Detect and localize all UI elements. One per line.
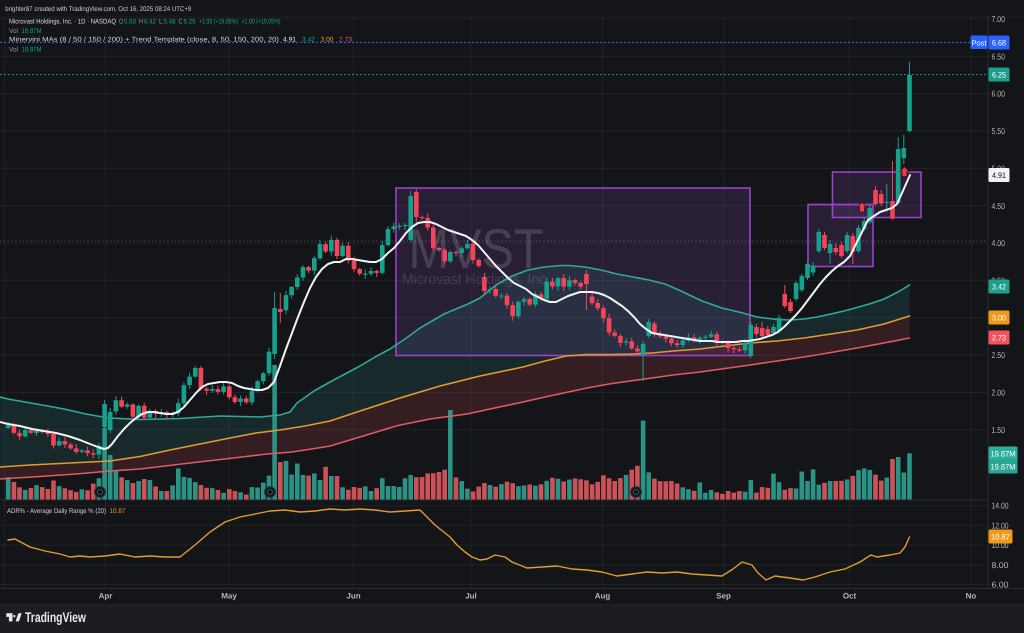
svg-text:6.50: 6.50 xyxy=(992,51,1006,61)
svg-text:3.42: 3.42 xyxy=(992,283,1006,292)
svg-text:Aug: Aug xyxy=(595,592,611,601)
svg-text:7.00: 7.00 xyxy=(992,14,1006,24)
svg-text:3.42: 3.42 xyxy=(302,37,315,44)
svg-text:19.87M: 19.87M xyxy=(22,28,42,35)
svg-text:10.87: 10.87 xyxy=(110,508,126,515)
svg-text:19.87M: 19.87M xyxy=(22,47,42,54)
svg-text:6.25: 6.25 xyxy=(184,19,196,26)
svg-text:5.50: 5.50 xyxy=(124,19,136,26)
svg-text:3.00: 3.00 xyxy=(321,37,334,44)
svg-text:19.87M: 19.87M xyxy=(991,463,1016,472)
svg-text:brighter87 created with Tradin: brighter87 created with TradingView.com,… xyxy=(5,6,191,13)
svg-text:5.50: 5.50 xyxy=(992,126,1006,136)
svg-text:+1.00 (+19.05%): +1.00 (+19.05%) xyxy=(199,19,238,26)
svg-text:C: C xyxy=(179,19,183,26)
svg-text:Apr: Apr xyxy=(99,592,113,601)
svg-text:2.73: 2.73 xyxy=(992,334,1006,343)
svg-text:Microvast Holdings, Inc.: Microvast Holdings, Inc. xyxy=(402,271,550,288)
svg-text:TradingView: TradingView xyxy=(25,609,86,625)
svg-text:4.50: 4.50 xyxy=(992,201,1006,211)
svg-text:3.00: 3.00 xyxy=(992,314,1006,323)
svg-text:10.87: 10.87 xyxy=(991,533,1011,542)
svg-text:O: O xyxy=(119,19,123,26)
svg-text:2.00: 2.00 xyxy=(992,388,1006,398)
svg-text:Post: Post xyxy=(971,39,987,48)
svg-text:L: L xyxy=(159,19,163,26)
svg-text:Jun: Jun xyxy=(346,592,360,601)
svg-text:4.00: 4.00 xyxy=(992,238,1006,248)
svg-text:14.00: 14.00 xyxy=(992,501,1009,511)
svg-text:No: No xyxy=(966,592,977,601)
svg-text:6.00: 6.00 xyxy=(992,580,1009,590)
svg-text:6.25: 6.25 xyxy=(992,71,1006,80)
svg-text:4.91: 4.91 xyxy=(992,171,1006,180)
svg-text:Vol: Vol xyxy=(9,28,18,35)
svg-text:+1.00 (+19.05%): +1.00 (+19.05%) xyxy=(242,19,281,26)
svg-text:6.68: 6.68 xyxy=(992,39,1006,48)
svg-text:ADR% - Average Daily Range % (: ADR% - Average Daily Range % (20) xyxy=(7,508,106,515)
svg-text:1.50: 1.50 xyxy=(992,425,1006,435)
svg-text:Oct: Oct xyxy=(843,592,857,601)
svg-text:6.42: 6.42 xyxy=(144,19,156,26)
svg-text:May: May xyxy=(221,592,237,601)
svg-text:Sep: Sep xyxy=(716,592,731,601)
svg-text:12.00: 12.00 xyxy=(992,520,1009,530)
svg-text:5.48: 5.48 xyxy=(164,19,176,26)
svg-text:19.87M: 19.87M xyxy=(991,450,1016,459)
svg-text:Microvast Holdings, Inc. · 1D: Microvast Holdings, Inc. · 1D · NASDAQ xyxy=(9,19,116,26)
svg-text:4.91: 4.91 xyxy=(283,37,296,44)
svg-text:Jul: Jul xyxy=(465,592,477,601)
svg-text:2.50: 2.50 xyxy=(992,350,1006,360)
svg-text:Minervini MAs (8 / 50 / 150 /: Minervini MAs (8 / 50 / 150 / 200) + Tre… xyxy=(9,37,279,44)
svg-text:Vol: Vol xyxy=(9,47,18,54)
svg-text:6.00: 6.00 xyxy=(992,89,1006,99)
svg-text:10.00: 10.00 xyxy=(992,540,1009,550)
svg-text:8.00: 8.00 xyxy=(992,560,1009,570)
svg-text:2.73: 2.73 xyxy=(339,37,352,44)
svg-text:H: H xyxy=(139,19,143,26)
